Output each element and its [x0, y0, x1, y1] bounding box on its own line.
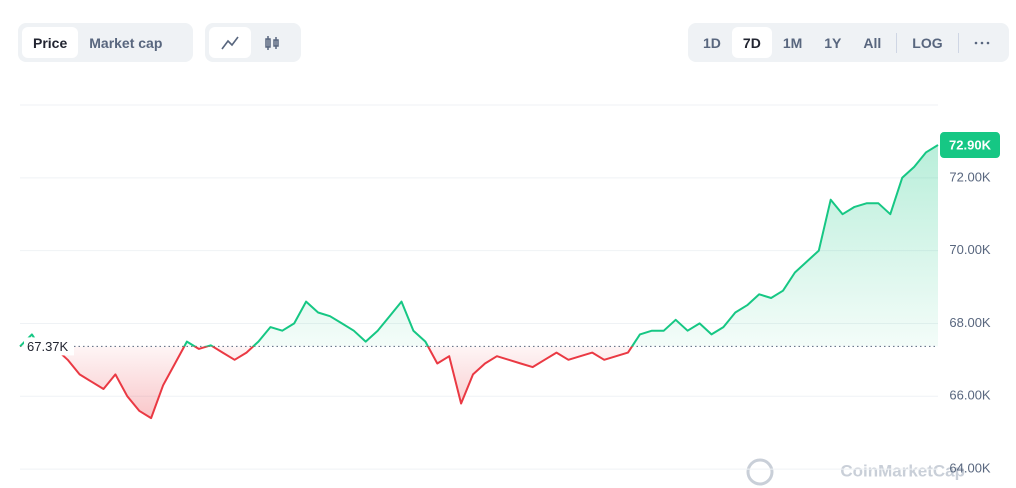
area: [20, 145, 938, 419]
watermark-logo: [746, 458, 774, 486]
last-value-badge: [940, 132, 1000, 159]
chart-type-group: [205, 23, 301, 62]
more-button[interactable]: [963, 27, 1001, 58]
separator: [896, 32, 898, 53]
range-button[interactable]: All: [863, 34, 882, 51]
price-line: [19, 144, 939, 420]
y-tick-label: 68.00K: [949, 315, 991, 330]
y-tick-label: 64.00K: [949, 461, 991, 476]
baseline-label-bg: [24, 337, 74, 356]
y-tick-label: 72.00K: [949, 169, 991, 184]
log-button[interactable]: LOG: [912, 34, 943, 51]
line-button[interactable]: [209, 27, 251, 58]
last-value-label: 72.90K: [949, 137, 992, 152]
tab[interactable]: Price: [22, 27, 79, 58]
tab[interactable]: Market cap: [89, 34, 163, 51]
range-button[interactable]: 1Y: [824, 34, 842, 51]
separator: [957, 32, 959, 53]
watermark: CoinMarketCap: [840, 461, 965, 480]
y-tick-label: 70.00K: [949, 242, 991, 257]
range-group: 1D 7D 1M 1Y All LOG: [688, 23, 1009, 62]
candle-button[interactable]: [251, 27, 293, 58]
range-button[interactable]: 7D: [731, 27, 772, 58]
y-tick-label: 66.00K: [949, 388, 991, 403]
tab-group: Price Market cap: [18, 23, 193, 62]
baseline-label: 67.37K: [27, 339, 69, 354]
range-button[interactable]: 1D: [703, 34, 721, 51]
range-button[interactable]: 1M: [782, 34, 803, 51]
